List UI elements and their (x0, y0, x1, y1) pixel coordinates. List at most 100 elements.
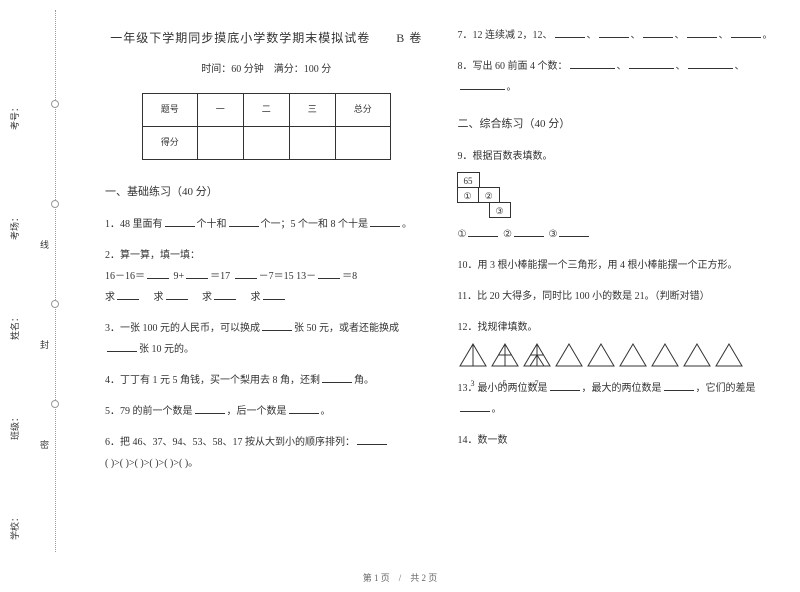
q2b-c: ＝17 (210, 271, 230, 282)
q7-d: 、 (675, 30, 685, 41)
q9-answers: ① ② ③ (458, 224, 781, 245)
q2-a: 2．算一算，填一填： (105, 245, 428, 266)
q6-b: ( )>( )>( )>( )>( )>( )。 (105, 458, 198, 469)
q8-b: 、 (617, 61, 627, 72)
hundred-chart: 65 ①② ③ (458, 173, 781, 218)
blank (514, 226, 544, 237)
table-row: 题号 一 二 三 总分 (142, 94, 390, 127)
question-4: 4．丁丁有 1 元 5 角钱，买一个梨用去 8 角，还剩角。 (105, 370, 428, 391)
cell (197, 127, 243, 160)
q2b-d: －7＝15 13－ (259, 271, 317, 282)
triangle-icon (586, 342, 616, 368)
q2-labels: 求 求 求 求 (105, 287, 428, 308)
th-total: 总分 (335, 94, 390, 127)
page-footer: 第 1 页 / 共 2 页 (0, 571, 800, 584)
tri-num: 7 (522, 376, 552, 393)
grid-cell: ③ (489, 202, 511, 218)
blank (289, 403, 319, 414)
question-12: 12．找规律填数。 3 5 7 (458, 317, 781, 368)
triangle-icon: 5 (490, 342, 520, 368)
question-7: 7．12 连续减 2，12、 、 、 、 、 。 (458, 25, 781, 46)
content-columns: 一年级下学期同步摸底小学数学期末模拟试卷 B 卷 时间：60 分钟 满分：100… (90, 0, 800, 562)
tri-num: 3 (458, 376, 488, 393)
q2-r3: 求 (202, 292, 212, 303)
tri-num: 5 (490, 376, 520, 393)
triangle-icon: 7 (522, 342, 552, 368)
q9l-c: ③ (548, 229, 557, 240)
blank (599, 27, 629, 38)
grid-cell: ① (457, 187, 479, 203)
question-10: 10．用 3 根小棒能摆一个三角形，用 4 根小棒能摆一个正方形。 (458, 255, 781, 276)
binding-circle-icon (51, 200, 59, 208)
triangle-icon (554, 342, 584, 368)
full-value: 100 分 (304, 64, 332, 75)
th-num: 题号 (142, 94, 197, 127)
blank (555, 27, 585, 38)
blank (235, 268, 257, 279)
q8-d: 、 (735, 61, 745, 72)
binding-circle-icon (51, 100, 59, 108)
q1-b: 个十和 (197, 219, 227, 230)
question-11: 11．比 20 大得多，同时比 100 小的数是 21。（判断对错） (458, 286, 781, 307)
blank (687, 27, 717, 38)
q7-a: 7．12 连续减 2，12、 (458, 30, 553, 41)
binding-char: 密 (38, 440, 51, 449)
blank (322, 372, 352, 383)
blank (688, 58, 733, 69)
triangle-icon (682, 342, 712, 368)
q9-a: 9．根据百数表填数。 (458, 146, 781, 167)
q7-e: 、 (719, 30, 729, 41)
q7-f: 。 (763, 30, 773, 41)
triangle-icon (650, 342, 680, 368)
blank (262, 320, 292, 331)
q9l-a: ① (458, 229, 467, 240)
q2b-e: ＝8 (342, 271, 357, 282)
blank (570, 58, 615, 69)
q2b-b: 9+ (174, 271, 185, 282)
blank (559, 226, 589, 237)
th-c3: 三 (289, 94, 335, 127)
th-score: 得分 (142, 127, 197, 160)
q5-b: ，后一个数是 (227, 406, 287, 417)
grid-cell: 65 (457, 172, 480, 188)
q3-a: 3．一张 100 元的人民币，可以换成 (105, 323, 260, 334)
exam-title: 一年级下学期同步摸底小学数学期末模拟试卷 B 卷 (105, 25, 428, 51)
q4-a: 4．丁丁有 1 元 5 角钱，买一个梨用去 8 角，还剩 (105, 375, 320, 386)
q8-e: 。 (507, 82, 517, 93)
question-6: 6．把 46、37、94、53、58、17 按从大到小的顺序排列： ( )>( … (105, 432, 428, 474)
blank (318, 268, 340, 279)
section-1-title: 一、基础练习（40 分） (105, 180, 428, 204)
page: 线 封 密 学校： 班级： 姓名： 考场： 考号： 一年级下学期同步摸底小学数学… (0, 0, 800, 562)
blank (357, 434, 387, 445)
q2b-a: 16－16＝ (105, 271, 145, 282)
q7-c: 、 (631, 30, 641, 41)
q12-a: 12．找规律填数。 (458, 317, 781, 338)
question-5: 5．79 的前一个数是 ，后一个数是 。 (105, 401, 428, 422)
blank (468, 226, 498, 237)
blank (166, 289, 188, 300)
q3-b: 张 50 元，或者还能换成 (294, 323, 399, 334)
question-9: 9．根据百数表填数。 65 ①② ③ ① ② ③ (458, 146, 781, 245)
q2-line: 16－16＝ 9+ ＝17 －7＝15 13－ ＝8 (105, 266, 428, 287)
score-table: 题号 一 二 三 总分 得分 (142, 93, 391, 160)
grid-cell: ② (478, 187, 500, 203)
q7-b: 、 (587, 30, 597, 41)
q5-a: 5．79 的前一个数是 (105, 406, 193, 417)
triangle-pattern: 3 5 7 (458, 342, 781, 368)
blank (195, 403, 225, 414)
left-column: 一年级下学期同步摸底小学数学期末模拟试卷 B 卷 时间：60 分钟 满分：100… (105, 25, 428, 552)
blank (147, 268, 169, 279)
triangle-icon (714, 342, 744, 368)
question-2: 2．算一算，填一填： 16－16＝ 9+ ＝17 －7＝15 13－ ＝8 求 求 … (105, 245, 428, 308)
blank (107, 341, 137, 352)
blank (460, 401, 490, 412)
cell (243, 127, 289, 160)
full-label: 满分： (274, 64, 304, 75)
th-c1: 一 (197, 94, 243, 127)
blank (731, 27, 761, 38)
triangle-icon (618, 342, 648, 368)
q2-r1: 求 (105, 292, 115, 303)
q5-c: 。 (321, 406, 331, 417)
time-value: 60 分钟 (231, 64, 264, 75)
binding-circle-icon (51, 300, 59, 308)
